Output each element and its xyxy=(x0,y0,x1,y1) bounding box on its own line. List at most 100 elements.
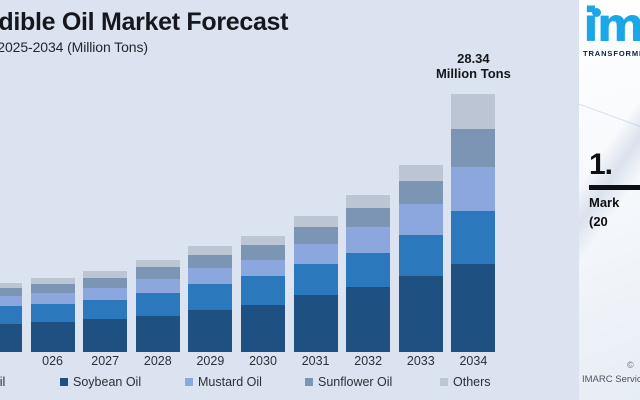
bar-2028[interactable] xyxy=(135,260,180,352)
bar-2034[interactable] xyxy=(451,94,496,352)
bar-segment-palm-oil xyxy=(241,276,285,305)
title-block: Edible Oil Market Forecast e, 2025-2034 … xyxy=(0,8,542,55)
page-title: Edible Oil Market Forecast xyxy=(0,8,289,36)
legend-item-mustard-oil[interactable]: Mustard Oil xyxy=(185,375,262,389)
x-axis-tick-2030: 2030 xyxy=(249,354,277,368)
bar-segment-sunflower-oil xyxy=(241,245,285,260)
chart-subtitle: e, 2025-2034 (Million Tons) xyxy=(0,39,148,55)
bar-segment-sunflower-oil xyxy=(451,128,496,168)
bar-segment-sunflower-oil xyxy=(135,267,180,279)
bar-segment-others xyxy=(30,278,75,284)
bar-2029[interactable] xyxy=(188,246,233,352)
bar-segment-palm-oil xyxy=(0,306,22,324)
bar-segment-mustard-oil xyxy=(0,296,22,307)
bar-2025[interactable] xyxy=(0,282,22,352)
bar-segment-palm-oil xyxy=(398,234,443,277)
bar-segment-soybean-oil xyxy=(135,315,180,352)
legend-item-sunflower-oil[interactable]: Sunflower Oil xyxy=(305,375,392,389)
legend-label: Mustard Oil xyxy=(198,375,262,389)
bar-segment-palm-oil xyxy=(135,292,180,316)
bar-segment-sunflower-oil xyxy=(293,227,338,244)
bar-segment-palm-oil xyxy=(451,210,496,264)
x-axis-tick-2029: 2029 xyxy=(196,354,225,368)
bar-segment-sunflower-oil xyxy=(0,287,22,297)
imarc-logo: im TRANSFORMIN xyxy=(583,2,640,58)
bar-segment-mustard-oil xyxy=(241,259,285,277)
bar-segment-palm-oil xyxy=(346,252,391,288)
bar-segment-sunflower-oil xyxy=(30,283,75,293)
bar-2026[interactable] xyxy=(30,278,75,352)
legend-label: Soybean Oil xyxy=(73,375,142,389)
x-axis-tick-2027: 2027 xyxy=(91,354,120,368)
x-axis-tick-2033: 2033 xyxy=(406,354,435,368)
bar-segment-soybean-oil xyxy=(398,276,443,352)
x-axis-tick-026: 026 xyxy=(42,354,64,368)
bar-segment-others xyxy=(293,216,338,228)
bar-segment-others xyxy=(0,282,22,288)
bar-segment-soybean-oil xyxy=(346,287,391,352)
x-axis-tick-2028: 2028 xyxy=(143,354,172,368)
x-axis-tick-2031: 2031 xyxy=(301,354,330,368)
legend-item-soybean-oil[interactable]: Soybean Oil xyxy=(60,375,141,389)
bar-segment-soybean-oil xyxy=(241,304,285,352)
bar-segment-mustard-oil xyxy=(451,167,496,211)
legend-swatch-icon xyxy=(305,378,313,386)
legend-item-others[interactable]: Others xyxy=(440,375,491,389)
bar-segment-mustard-oil xyxy=(83,287,128,300)
x-axis: 026 2027 2028 2029 2030 2031 2032 2033 2034 xyxy=(0,354,579,374)
bar-segment-mustard-oil xyxy=(188,268,233,284)
chart-panel: Edible Oil Market Forecast e, 2025-2034 … xyxy=(0,8,579,389)
logo-tagline: TRANSFORMIN xyxy=(583,48,640,58)
x-axis-tick-2032: 2032 xyxy=(354,354,383,368)
bar-segment-soybean-oil xyxy=(30,321,75,352)
legend-label: Others xyxy=(453,375,491,389)
bar-2027[interactable] xyxy=(83,271,128,352)
bar-segment-others xyxy=(135,260,180,268)
copyright-text: IMARC Service xyxy=(582,374,640,385)
logo-dot-icon xyxy=(592,8,601,17)
imarc-branding-panel: im TRANSFORMIN 1. Mark (20 © IMARC Servi… xyxy=(579,0,640,400)
bar-segment-palm-oil xyxy=(30,303,75,322)
bar-2033[interactable] xyxy=(398,165,443,352)
bar-segment-soybean-oil xyxy=(293,294,338,352)
bar-segment-sunflower-oil xyxy=(398,180,443,204)
legend-swatch-icon xyxy=(440,378,448,386)
bar-segment-others xyxy=(83,271,128,278)
highlight-stat: 1. Mark (20 xyxy=(589,150,640,232)
bar-segment-others xyxy=(398,165,443,181)
bar-value-number: 28.34 xyxy=(457,50,490,66)
bar-segment-mustard-oil xyxy=(30,292,75,304)
plot-area: 28.34 Million Tons xyxy=(0,51,579,352)
x-axis-tick-2034: 2034 xyxy=(459,354,488,368)
copyright-icon: © xyxy=(627,360,634,370)
bar-segment-soybean-oil xyxy=(83,319,128,352)
bar-segment-others xyxy=(241,235,285,246)
bar-2032[interactable] xyxy=(346,195,391,352)
legend-swatch-icon xyxy=(185,378,193,386)
panel-background-graphic xyxy=(579,0,640,400)
bar-segment-sunflower-oil xyxy=(83,277,128,288)
bar-segment-sunflower-oil xyxy=(188,255,233,269)
bar-2031[interactable] xyxy=(293,216,338,352)
bar-2030[interactable] xyxy=(241,235,285,352)
stat-caption-line1: Mark xyxy=(589,195,620,210)
bar-segment-soybean-oil xyxy=(451,263,496,352)
stat-caption: Mark (20 xyxy=(589,194,640,232)
legend-item-oil[interactable]: Oil xyxy=(0,375,5,389)
stat-value: 1. xyxy=(589,148,613,181)
bar-segment-others xyxy=(346,195,391,209)
legend-label: Oil xyxy=(0,375,6,389)
bar-segment-mustard-oil xyxy=(293,243,338,264)
bar-segment-others xyxy=(451,94,496,129)
bar-segment-soybean-oil xyxy=(0,323,22,352)
bar-segment-sunflower-oil xyxy=(346,208,391,228)
stat-divider xyxy=(589,185,640,190)
bar-value-label: 28.34 Million Tons xyxy=(413,51,533,82)
bar-value-unit: Million Tons xyxy=(435,66,511,82)
bar-segment-palm-oil xyxy=(293,263,338,295)
bar-segment-others xyxy=(188,246,233,256)
stat-caption-line2: (20 xyxy=(589,213,608,229)
bar-segment-palm-oil xyxy=(83,299,128,320)
bar-segment-palm-oil xyxy=(188,283,233,311)
legend-swatch-icon xyxy=(60,378,68,386)
